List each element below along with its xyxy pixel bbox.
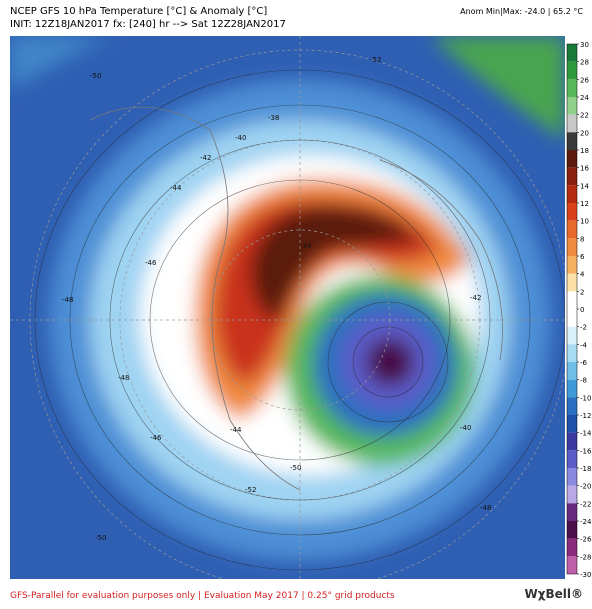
colorbar-swatch <box>567 256 577 274</box>
colorbar-label: -2 <box>580 324 587 332</box>
colorbar-label: 18 <box>580 147 589 155</box>
colorbar-label: 28 <box>580 59 589 67</box>
colorbar-swatch <box>567 485 577 504</box>
colorbar-label: 0 <box>580 306 584 314</box>
contour-label: -42 <box>470 294 481 302</box>
colorbar-label: -8 <box>580 377 587 385</box>
colorbar-swatch <box>567 97 577 115</box>
colorbar-swatch <box>567 132 577 150</box>
anom: Anom Min|Max: -24.0 | 65.2 °C <box>460 7 583 16</box>
colorbar-label: -18 <box>580 465 591 473</box>
colorbar-swatch <box>567 538 577 557</box>
colorbar-swatch <box>567 344 577 362</box>
colorbar-label: -24 <box>580 518 592 526</box>
colorbar-label: -26 <box>580 536 592 544</box>
colorbar-label: 4 <box>580 271 585 279</box>
colorbar-label: 30 <box>580 41 589 49</box>
colorbar-label: 16 <box>580 165 589 173</box>
init: INIT: 12Z18JAN2017 fx: [240] hr --> Sat … <box>10 19 286 30</box>
colorbar-label: -10 <box>580 394 591 402</box>
colorbar-label: 12 <box>580 200 589 208</box>
colorbar-swatch <box>567 379 577 398</box>
colorbar-frame <box>566 43 578 575</box>
colorbar-swatch <box>567 556 577 574</box>
colorbar-swatch <box>567 273 577 292</box>
contour-label: -40 <box>460 424 471 432</box>
colorbar-label: -20 <box>580 483 591 491</box>
contour-label: -50 <box>95 534 106 542</box>
contour-label: -42 <box>200 154 211 162</box>
title: NCEP GFS 10 hPa Temperature [°C] & Anoma… <box>10 6 267 17</box>
colorbar-swatch <box>567 291 577 309</box>
colorbar-label: 20 <box>580 129 589 137</box>
colorbar-swatch <box>567 468 577 486</box>
contour-label: -52 <box>370 56 381 64</box>
colorbar-swatch <box>567 150 577 168</box>
colorbar-swatch <box>567 220 577 239</box>
logo: WχBell® <box>525 587 584 601</box>
contour-label: -46 <box>150 434 162 442</box>
colorbar-swatch <box>567 61 577 80</box>
colorbar-label: 2 <box>580 288 584 296</box>
colorbar-swatch <box>567 114 577 133</box>
colorbar-label: -28 <box>580 553 591 561</box>
footer-note: GFS-Parallel for evaluation purposes onl… <box>10 591 395 601</box>
colorbar-swatch <box>567 167 577 186</box>
map: -52 -50 -48 -46 -44 -42 -40 -38 -34 -50 -48 -46 -44 -… <box>10 36 565 579</box>
contour-label: -48 <box>118 374 129 382</box>
colorbar-label: -4 <box>580 341 588 349</box>
colorbar-label: -12 <box>580 412 591 420</box>
colorbar-label: 14 <box>580 182 589 190</box>
colorbar-swatch <box>567 397 577 415</box>
colorbar-label: -14 <box>580 430 592 438</box>
colorbar-label: 8 <box>580 235 584 243</box>
contour-label: -46 <box>145 259 157 267</box>
contour-label: -50 <box>90 72 101 80</box>
colorbar-swatch <box>567 44 577 62</box>
contour-label: -50 <box>290 464 301 472</box>
colorbar-swatch <box>567 503 577 521</box>
colorbar-swatch <box>567 203 577 221</box>
colorbar-swatch <box>567 185 577 203</box>
colorbar-label: -6 <box>580 359 588 367</box>
colorbar-swatch <box>567 415 577 433</box>
colorbar-label: -30 <box>580 571 591 579</box>
contour-label: -48 <box>62 296 73 304</box>
colorbar: 302826242220181614121086420-2-4-6-8-10-1… <box>566 41 592 579</box>
contour-label: -52 <box>245 486 256 494</box>
colorbar-label: 24 <box>580 94 589 102</box>
contour-label: -44 <box>170 184 182 192</box>
colorbar-swatch <box>567 238 577 256</box>
contour-label: -44 <box>230 426 242 434</box>
colorbar-swatch <box>567 79 577 97</box>
colorbar-label: 22 <box>580 112 589 120</box>
colorbar-swatch <box>567 362 577 380</box>
colorbar-label: -16 <box>580 447 592 455</box>
colorbar-swatch <box>567 326 577 345</box>
contour-label: -48 <box>480 504 491 512</box>
contour-label: -38 <box>268 114 279 122</box>
colorbar-swatch <box>567 450 577 468</box>
colorbar-swatch <box>567 432 577 451</box>
colorbar-label: 26 <box>580 76 589 84</box>
colorbar-label: 10 <box>580 218 589 226</box>
colorbar-label: -22 <box>580 500 591 508</box>
contour-label: -34 <box>300 242 312 250</box>
colorbar-swatch <box>567 309 577 327</box>
colorbar-label: 6 <box>580 253 585 261</box>
colorbar-swatch <box>567 521 577 539</box>
contour-label: -40 <box>235 134 246 142</box>
